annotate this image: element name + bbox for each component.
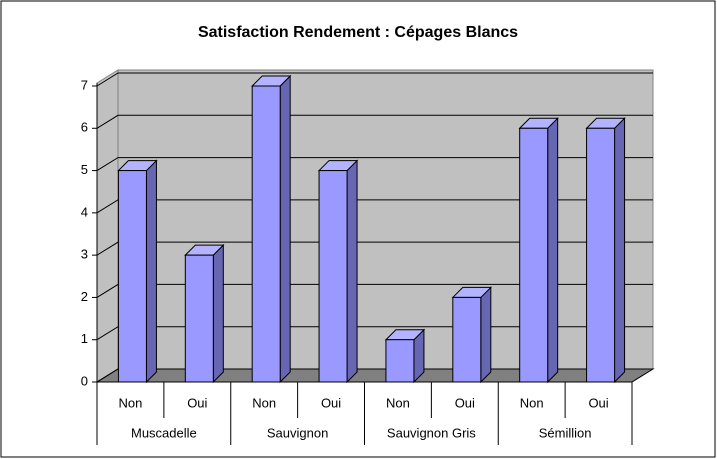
- bar-front: [251, 85, 281, 383]
- bar-front: [117, 170, 147, 383]
- bar-front: [318, 170, 348, 383]
- grid-line: [96, 157, 653, 171]
- y-tick-label: 7: [81, 77, 88, 92]
- group-label: Muscadelle: [131, 425, 197, 440]
- bar-side: [480, 286, 492, 384]
- bar: [451, 286, 493, 384]
- bar-side: [614, 117, 626, 384]
- grid-line: [96, 114, 653, 129]
- bar-side: [145, 159, 157, 384]
- bar: [585, 117, 626, 384]
- x-tick-label: Oui: [321, 395, 341, 410]
- x-tick-label: Non: [252, 395, 276, 410]
- bar: [518, 117, 559, 384]
- bar-front: [519, 127, 549, 383]
- bar-side: [212, 243, 224, 384]
- bar-front: [452, 296, 482, 383]
- bar: [317, 159, 359, 384]
- y-tick-label: 6: [81, 120, 88, 135]
- x-tick-label: Non: [119, 395, 143, 410]
- y-tick-label: 4: [81, 204, 88, 219]
- x-tick-label: Non: [520, 395, 544, 410]
- bar-front: [385, 339, 415, 383]
- x-tick-label: Oui: [588, 395, 608, 410]
- bar: [184, 243, 225, 384]
- y-tick-label: 5: [81, 162, 88, 177]
- bar-front: [586, 127, 616, 383]
- x-tick-label: Oui: [187, 395, 207, 410]
- bar-side: [279, 74, 291, 384]
- group-label: Sauvignon: [267, 425, 328, 440]
- bar: [250, 74, 292, 384]
- bar-front: [184, 254, 214, 383]
- grid-line: [96, 72, 653, 87]
- group-label: Sauvignon Gris: [387, 425, 476, 440]
- y-tick-label: 0: [81, 373, 88, 388]
- chart-title: Satisfaction Rendement : Cépages Blancs: [198, 24, 518, 41]
- bar: [384, 328, 426, 384]
- group-label: Sémillion: [539, 425, 592, 440]
- y-tick-label: 1: [81, 331, 88, 346]
- y-tick-label: 2: [81, 289, 88, 304]
- bar: [117, 159, 158, 384]
- y-tick-label: 3: [81, 247, 88, 262]
- floor: [95, 368, 655, 383]
- bar-side: [346, 159, 358, 384]
- x-tick-label: Oui: [455, 395, 475, 410]
- bar-side: [547, 117, 559, 384]
- x-tick-label: Non: [386, 395, 410, 410]
